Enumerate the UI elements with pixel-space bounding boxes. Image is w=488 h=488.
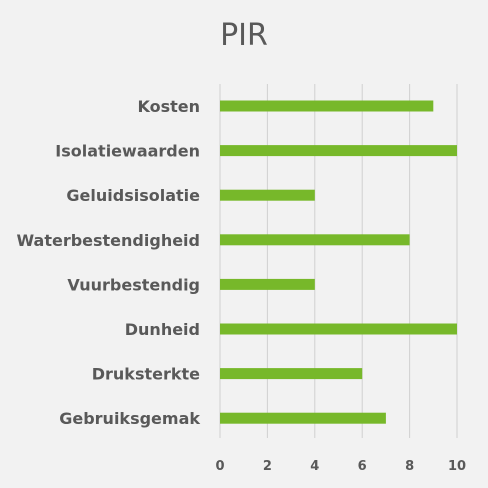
category-label-druksterkte: Druksterkte — [92, 365, 200, 384]
x-tick-label-6: 6 — [358, 459, 367, 474]
category-label-gebruiksgemak: Gebruiksgemak — [59, 409, 200, 428]
category-label-vuurbestendig: Vuurbestendig — [67, 275, 200, 294]
x-tick-label-0: 0 — [215, 459, 224, 474]
x-tick-label-8: 8 — [405, 459, 414, 474]
category-label-kosten: Kosten — [137, 97, 200, 116]
category-label-waterbestendigheid: Waterbestendigheid — [16, 231, 200, 250]
bar-druksterkte — [220, 368, 363, 380]
bar-vuurbestendig — [220, 278, 315, 290]
bar-dunheid — [220, 323, 457, 335]
chart-title: PIR — [220, 18, 268, 53]
bar-kosten — [220, 100, 434, 112]
x-tick-label-2: 2 — [263, 459, 272, 474]
x-tick-label-10: 10 — [448, 459, 466, 474]
bar-geluidsisolatie — [220, 189, 315, 201]
x-tick-label-4: 4 — [310, 459, 319, 474]
category-label-dunheid: Dunheid — [125, 320, 200, 339]
category-label-isolatiewaarden: Isolatiewaarden — [55, 142, 200, 161]
bar-isolatiewaarden — [220, 145, 457, 157]
bar-gebruiksgemak — [220, 412, 386, 424]
category-label-geluidsisolatie: Geluidsisolatie — [66, 186, 200, 205]
bar-waterbestendigheid — [220, 234, 410, 246]
